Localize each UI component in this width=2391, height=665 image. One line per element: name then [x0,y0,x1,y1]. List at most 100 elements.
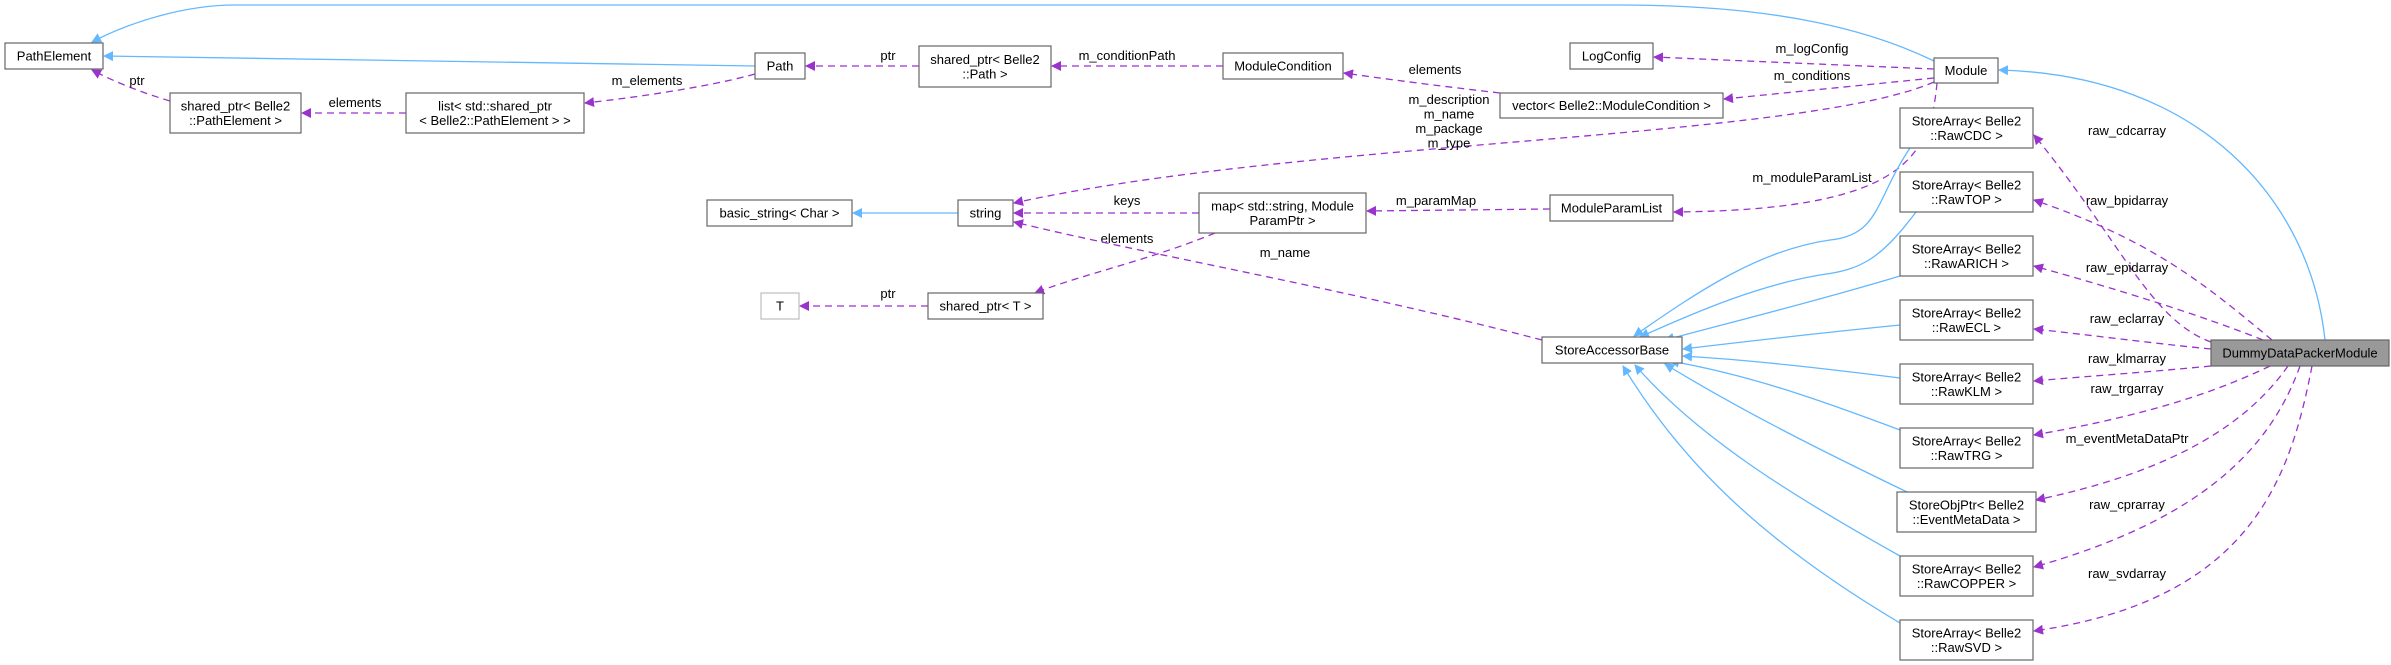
class-node-path-element[interactable]: PathElement [4,42,104,70]
inheritance-edge-event-meta-data-to-store-accessor-base [1664,363,1908,493]
node-label: shared_ptr< Belle2 [930,52,1040,67]
node-label: string [970,206,1002,221]
inheritance-edge-raw-ecl-to-store-accessor-base [1682,324,1901,353]
edge-label: m_name [1260,245,1311,260]
node-label: < Belle2::PathElement > > [419,113,570,128]
class-node-list-shared-ptr[interactable]: list< std::shared_ptr< Belle2::PathEleme… [405,92,585,134]
node-box [1933,57,1999,84]
class-node-shared-ptr-path[interactable]: shared_ptr< Belle2::Path > [918,45,1052,88]
edge-line [1013,219,1543,341]
node-box [1899,555,2034,597]
class-node-string[interactable]: string [957,199,1014,227]
node-label: Module [1945,63,1988,78]
node-label: ModuleCondition [1234,59,1332,74]
node-label: ::PathElement > [189,113,282,128]
node-box [1899,619,2034,661]
node-label: PathElement [17,49,92,64]
edge-line [1034,232,1216,295]
usage-edge-dummy-data-packer-module-to-raw-svd: raw_svdarray [2033,365,2313,635]
edge-label: m_paramMap [1396,193,1476,208]
class-node-path[interactable]: Path [754,52,806,80]
usage-edge-map-param-to-string: keys [1013,193,1199,218]
usage-edge-store-accessor-base-to-string: m_name [1013,219,1543,341]
node-label: StoreArray< Belle2 [1912,305,2021,320]
node-label: T [776,299,784,314]
node-label: map< std::string, Module [1211,198,1354,213]
node-label: StoreArray< Belle2 [1912,625,2021,640]
edge-label: raw_epidarray [2086,260,2169,275]
class-node-raw-arich[interactable]: StoreArray< Belle2::RawARICH > [1899,235,2034,277]
edge-label: raw_klmarray [2088,351,2167,366]
edge-line [1622,365,1901,624]
class-node-raw-svd[interactable]: StoreArray< Belle2::RawSVD > [1899,619,2034,661]
class-node-raw-klm[interactable]: StoreArray< Belle2::RawKLM > [1899,363,2034,405]
class-node-module[interactable]: Module [1933,57,1999,84]
edge-label: m_elements [612,73,683,88]
class-node-shared-ptr-path-element[interactable]: shared_ptr< Belle2::PathElement > [169,92,302,134]
edge-line [2033,365,2301,570]
node-box [1549,194,1674,222]
edge-line [2033,365,2271,439]
usage-edge-dummy-data-packer-module-to-raw-trg: raw_trgarray [2033,365,2271,439]
edge-line [1682,351,1901,379]
class-node-event-meta-data[interactable]: StoreObjPtr< Belle2::EventMetaData > [1896,491,2037,533]
class-node-raw-copper[interactable]: StoreArray< Belle2::RawCOPPER > [1899,555,2034,597]
edge-line [1639,211,1917,338]
edge-line [2033,324,2212,350]
edge-line [1343,69,1501,94]
class-node-module-param-list[interactable]: ModuleParamList [1549,194,1674,222]
node-box [1569,42,1654,70]
class-node-dummy-data-packer-module: DummyDataPackerModule [2210,339,2390,367]
inheritance-edge-module-to-path-element [91,4,1935,62]
inheritance-edge-raw-svd-to-store-accessor-base [1622,365,1901,624]
usage-edge-shared-ptr-t-to-t: ptr [799,286,928,311]
node-box [918,45,1052,88]
node-label: ::RawKLM > [1931,384,2002,399]
node-box [1541,336,1683,364]
class-node-raw-ecl[interactable]: StoreArray< Belle2::RawECL > [1899,299,2034,341]
usage-edge-vector-module-condition-to-module-condition: elements [1343,62,1501,94]
node-label: basic_string< Char > [720,206,840,221]
class-node-raw-cdc[interactable]: StoreArray< Belle2::RawCDC > [1899,107,2034,149]
edge-line [2035,365,2289,504]
node-box [405,92,585,134]
class-node-basic-string[interactable]: basic_string< Char > [706,199,853,227]
edge-label: m_logConfig [1776,41,1849,56]
class-node-store-accessor-base[interactable]: StoreAccessorBase [1541,336,1683,364]
usage-edge-module-to-log-config: m_logConfig [1653,41,1935,70]
class-node-shared-ptr-t[interactable]: shared_ptr< T > [927,292,1044,320]
edge-line [1366,205,1551,216]
class-node-module-condition[interactable]: ModuleCondition [1222,52,1344,80]
class-node-log-config[interactable]: LogConfig [1569,42,1654,70]
node-label: StoreArray< Belle2 [1912,113,2021,128]
node-box [1222,52,1344,80]
node-box [760,292,800,320]
class-node-raw-trg[interactable]: StoreArray< Belle2::RawTRG > [1899,427,2034,469]
node-box [4,42,104,70]
node-label: ::RawTOP > [1931,192,2002,207]
node-label: ModuleParamList [1561,201,1663,216]
node-box [169,92,302,134]
node-label: ::EventMetaData > [1912,512,2020,527]
edge-line [2033,365,2313,635]
inheritance-edge-raw-arich-to-store-accessor-base [1664,275,1901,343]
class-node-vector-module-condition[interactable]: vector< Belle2::ModuleCondition > [1499,92,1724,119]
node-label: list< std::shared_ptr [438,98,552,113]
edge-line [1664,363,1908,493]
node-label: ::RawARICH > [1924,256,2009,271]
edge-label: raw_trgarray [2091,381,2164,396]
node-box [2210,339,2390,367]
usage-edge-dummy-data-packer-module-to-event-meta-data: m_eventMetaDataPtr [2035,365,2289,504]
node-label: shared_ptr< Belle2 [181,98,291,113]
node-box [1198,192,1367,234]
node-label: shared_ptr< T > [939,299,1031,314]
class-node-raw-top[interactable]: StoreArray< Belle2::RawTOP > [1899,171,2034,213]
node-label: ::RawECL > [1932,320,2001,335]
edge-label: m_moduleParamList [1752,170,1872,185]
inheritance-edge-path-to-path-element [103,51,756,67]
edge-label: m_eventMetaDataPtr [2066,431,2190,446]
node-label: StoreAccessorBase [1555,343,1669,358]
